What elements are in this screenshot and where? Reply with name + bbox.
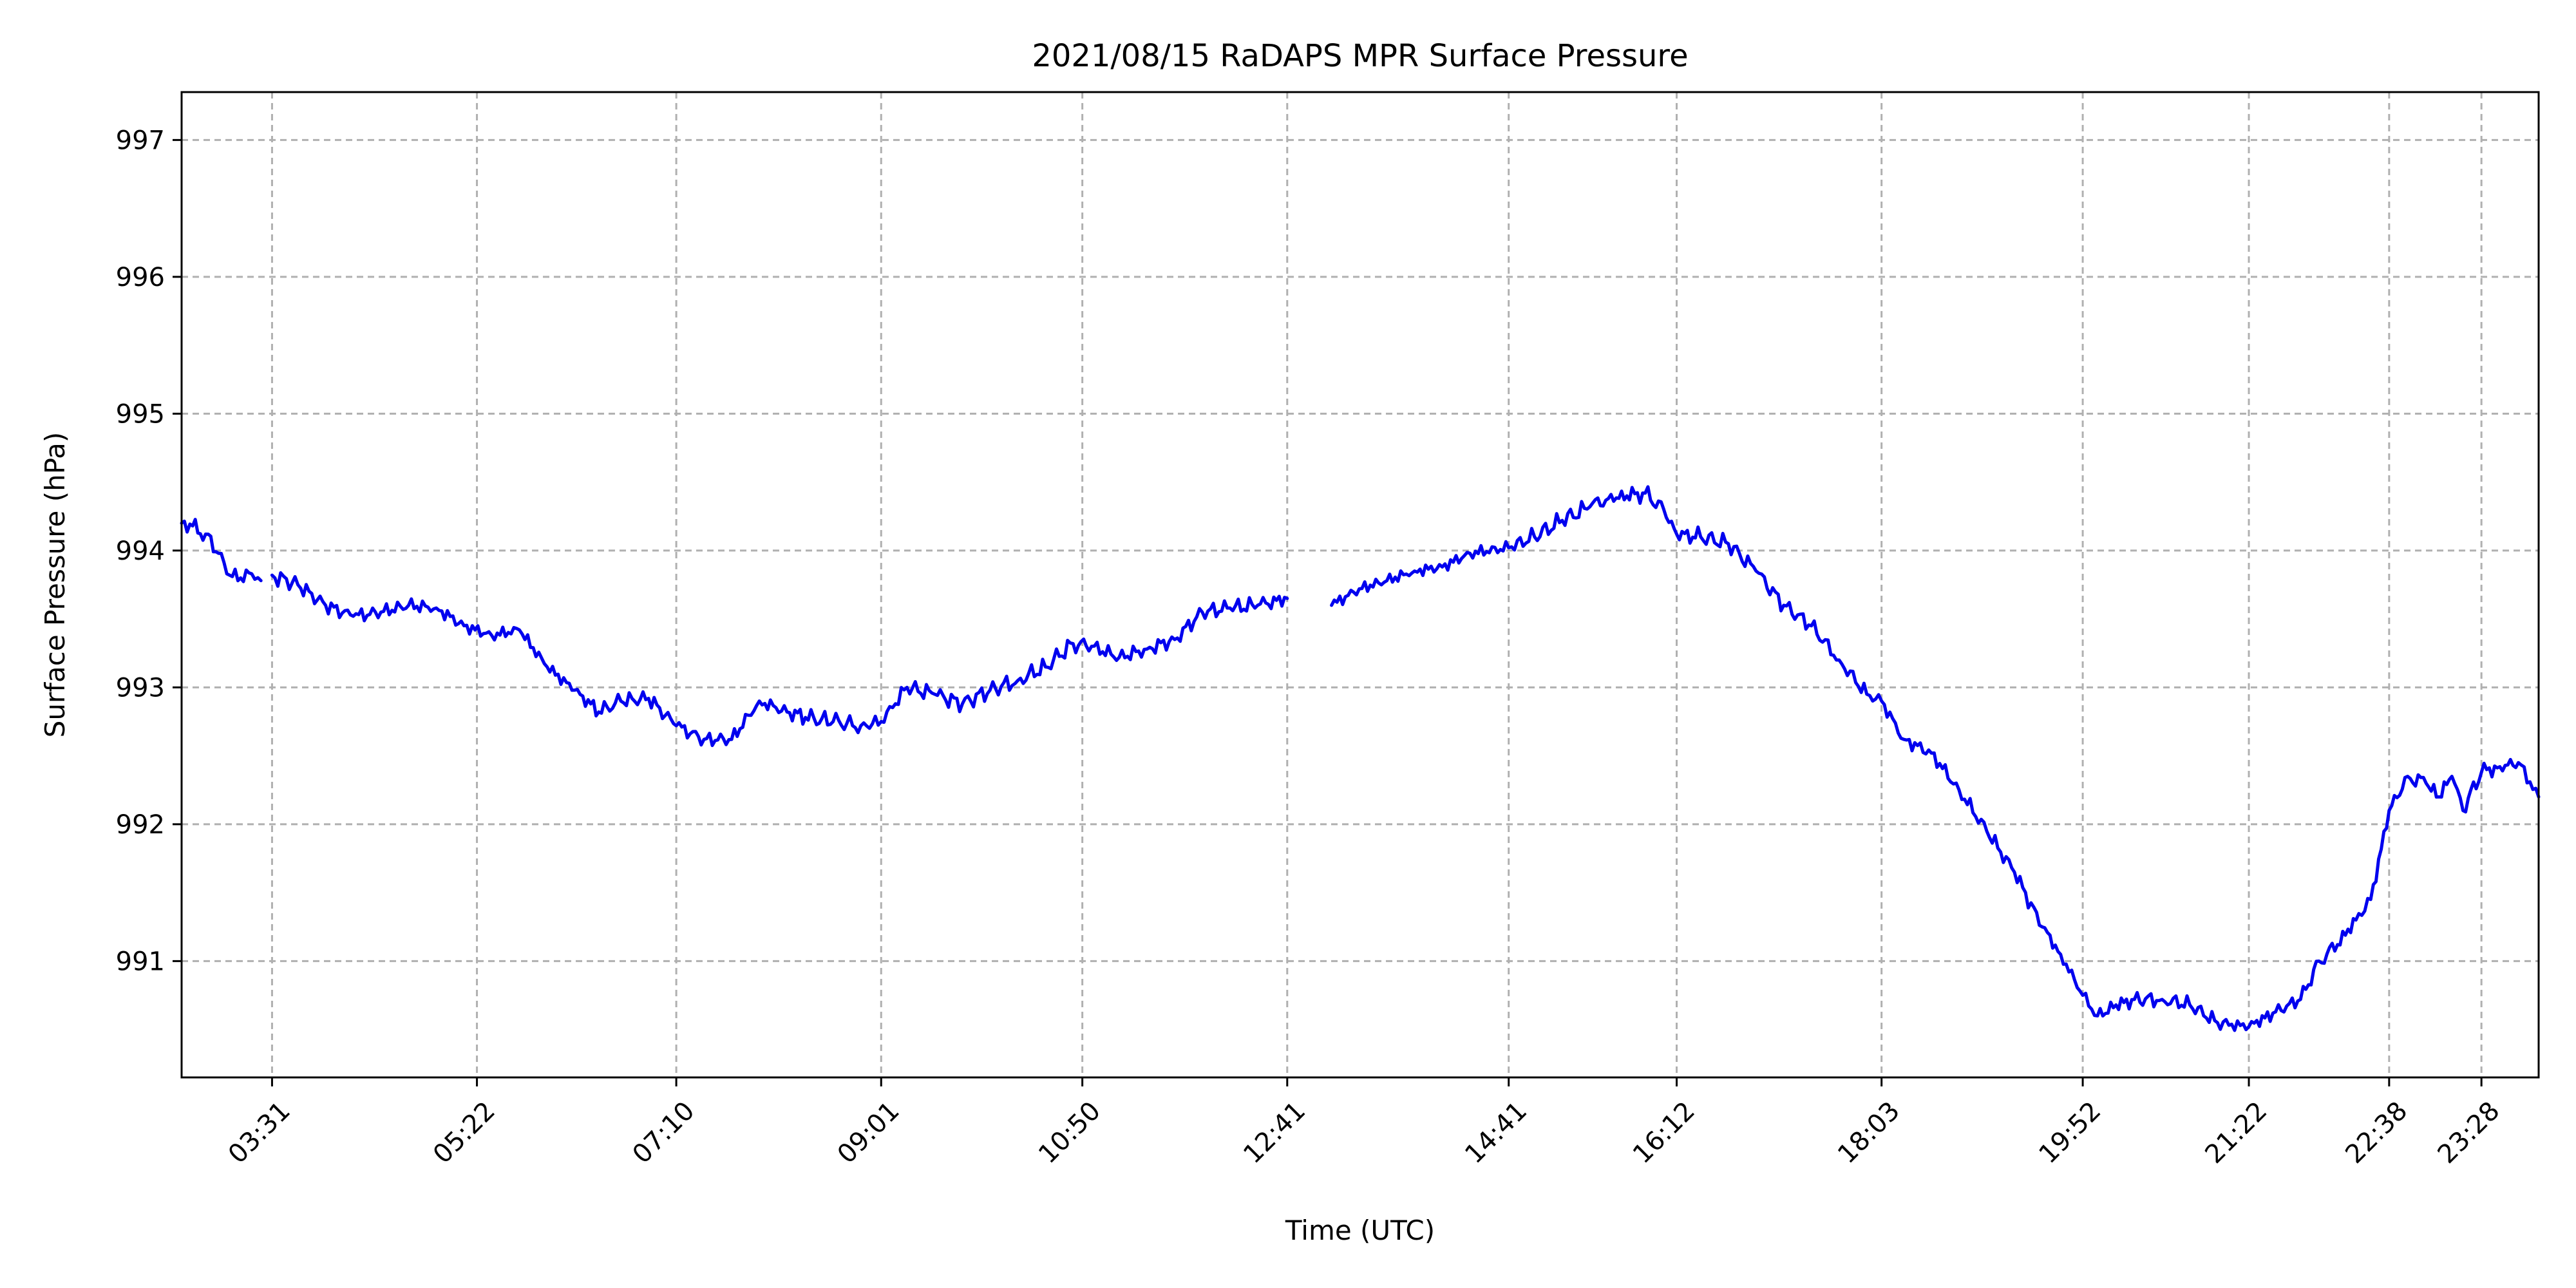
y-tick-label: 992	[116, 810, 165, 840]
y-tick-label: 995	[116, 399, 165, 429]
y-tick-label: 994	[116, 536, 165, 566]
pressure-line-segment	[180, 518, 263, 583]
pressure-line-segment	[270, 571, 1289, 748]
y-tick-label: 997	[116, 126, 165, 155]
chart-title: 2021/08/15 RaDAPS MPR Surface Pressure	[1032, 38, 1688, 74]
pressure-line-segment	[1330, 485, 2541, 1032]
grid-lines	[182, 92, 2539, 1077]
y-tick-label: 996	[116, 263, 165, 292]
series-lines	[180, 485, 2541, 1032]
x-axis-label: Time (UTC)	[1285, 1215, 1435, 1246]
y-tick-label: 991	[116, 947, 165, 976]
y-axis-label: Surface Pressure (hPa)	[39, 432, 71, 738]
y-tick-label: 993	[116, 673, 165, 703]
plot-frame	[180, 91, 2540, 1079]
